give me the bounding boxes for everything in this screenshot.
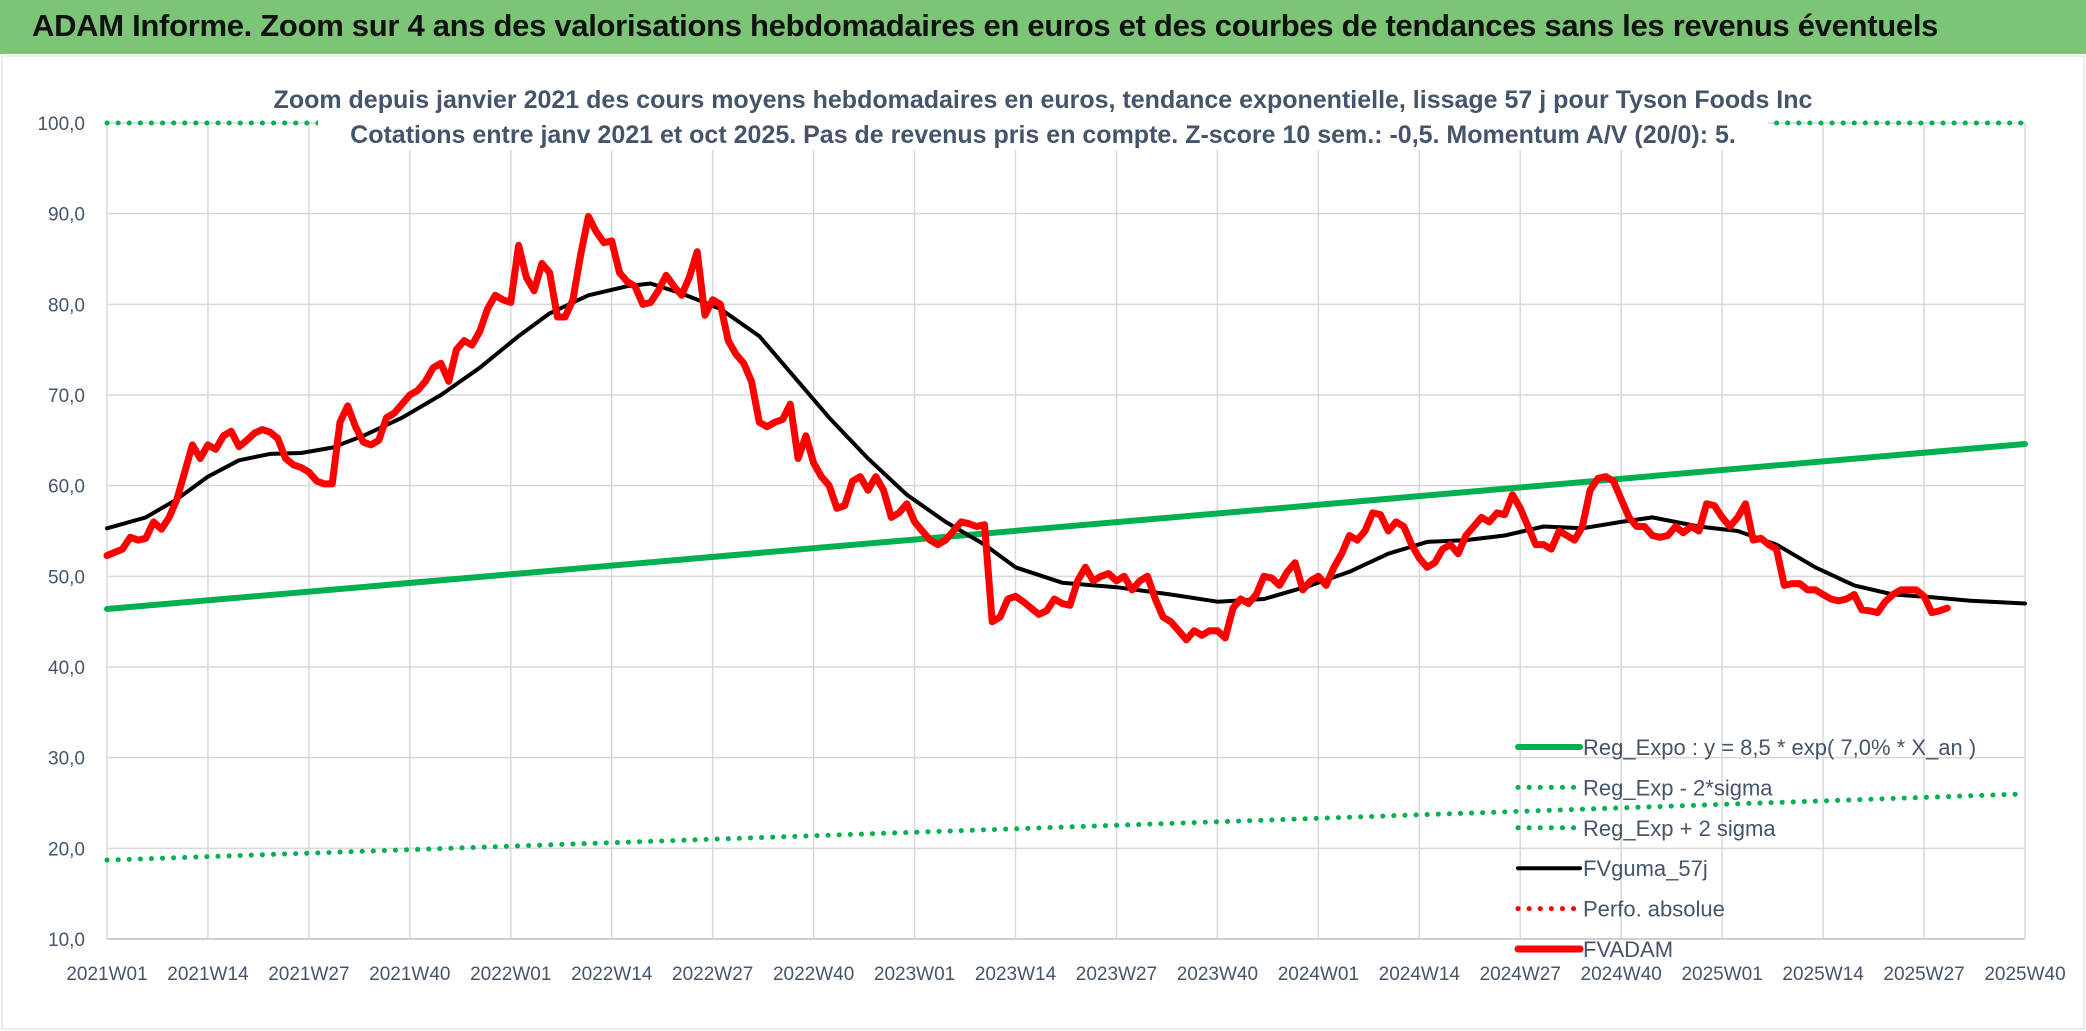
x-tick-label: 2021W27 — [268, 964, 349, 985]
series-line-fvadam — [103, 212, 1951, 644]
y-tick-label: 100,0 — [37, 114, 85, 135]
legend: Reg_Expo : y = 8,5 * exp( 7,0% * X_an ) R… — [1514, 735, 1976, 962]
x-tick-label: 2025W01 — [1681, 964, 1762, 985]
x-tick-label: 2021W01 — [66, 964, 147, 985]
y-tick-label: 40,0 — [48, 658, 85, 679]
x-tick-label: 2022W40 — [773, 964, 854, 985]
legend-label-smooth: FVguma_57j — [1583, 856, 1708, 881]
x-tick-label: 2023W01 — [874, 964, 955, 985]
x-tick-label: 2021W40 — [369, 964, 450, 985]
series-line-low — [104, 791, 2028, 863]
y-tick-label: 70,0 — [48, 386, 85, 407]
x-tick-label: 2025W40 — [1984, 964, 2065, 985]
x-tick-label: 2023W40 — [1177, 964, 1258, 985]
legend-label-fvadam: FVADAM — [1583, 937, 1673, 962]
y-tick-label: 80,0 — [48, 295, 85, 316]
x-axis-labels: 2021W01 2021W14 2021W27 2021W40 2022W01 2022W… — [66, 964, 2065, 985]
series-lines — [103, 120, 2028, 863]
y-axis-labels: 10,0 20,0 30,0 40,0 50,0 60,0 70,0 80,0 90,0 100,… — [37, 114, 85, 951]
y-tick-label: 10,0 — [48, 930, 85, 951]
line-chart: 10,0 20,0 30,0 40,0 50,0 60,0 70,0 80,0 90,0 100,… — [1, 55, 2085, 1030]
x-tick-label: 2025W14 — [1782, 964, 1864, 985]
x-tick-label: 2022W27 — [672, 964, 753, 985]
x-tick-label: 2024W01 — [1278, 964, 1359, 985]
report-banner: ADAM Informe. Zoom sur 4 ans des valoris… — [0, 0, 2086, 54]
chart-subtitle: Cotations entre janv 2021 et oct 2025. P… — [350, 121, 1736, 149]
title-background — [318, 80, 1768, 150]
y-tick-label: 50,0 — [48, 567, 85, 588]
chart-title: Zoom depuis janvier 2021 des cours moyen… — [274, 86, 1813, 114]
x-tick-label: 2022W14 — [571, 964, 653, 985]
y-tick-label: 90,0 — [48, 205, 85, 226]
x-tick-label: 2025W27 — [1883, 964, 1964, 985]
y-tick-label: 30,0 — [48, 749, 85, 770]
y-tick-label: 60,0 — [48, 477, 85, 498]
x-tick-label: 2022W01 — [470, 964, 551, 985]
legend-label-reg: Reg_Expo : y = 8,5 * exp( 7,0% * X_an ) — [1583, 735, 1976, 760]
chart-titles: Zoom depuis janvier 2021 des cours moyen… — [274, 80, 1813, 150]
x-tick-label: 2024W14 — [1379, 964, 1461, 985]
x-tick-label: 2024W27 — [1480, 964, 1561, 985]
x-tick-label: 2021W14 — [167, 964, 249, 985]
x-tick-label: 2023W27 — [1076, 964, 1157, 985]
chart-frame: 10,0 20,0 30,0 40,0 50,0 60,0 70,0 80,0 90,0 100,… — [0, 54, 2086, 1031]
report-title: ADAM Informe. Zoom sur 4 ans des valoris… — [32, 8, 1939, 43]
plot-border — [1, 55, 2085, 1030]
legend-label-low: Reg_Exp - 2*sigma — [1583, 775, 1773, 800]
y-tick-label: 20,0 — [48, 839, 85, 860]
x-tick-label: 2024W40 — [1581, 964, 1662, 985]
legend-label-high: Reg_Exp + 2 sigma — [1583, 816, 1776, 841]
x-tick-label: 2023W14 — [975, 964, 1057, 985]
series-line-reg — [104, 441, 2028, 612]
legend-label-perfo: Perfo. absolue — [1583, 897, 1725, 922]
